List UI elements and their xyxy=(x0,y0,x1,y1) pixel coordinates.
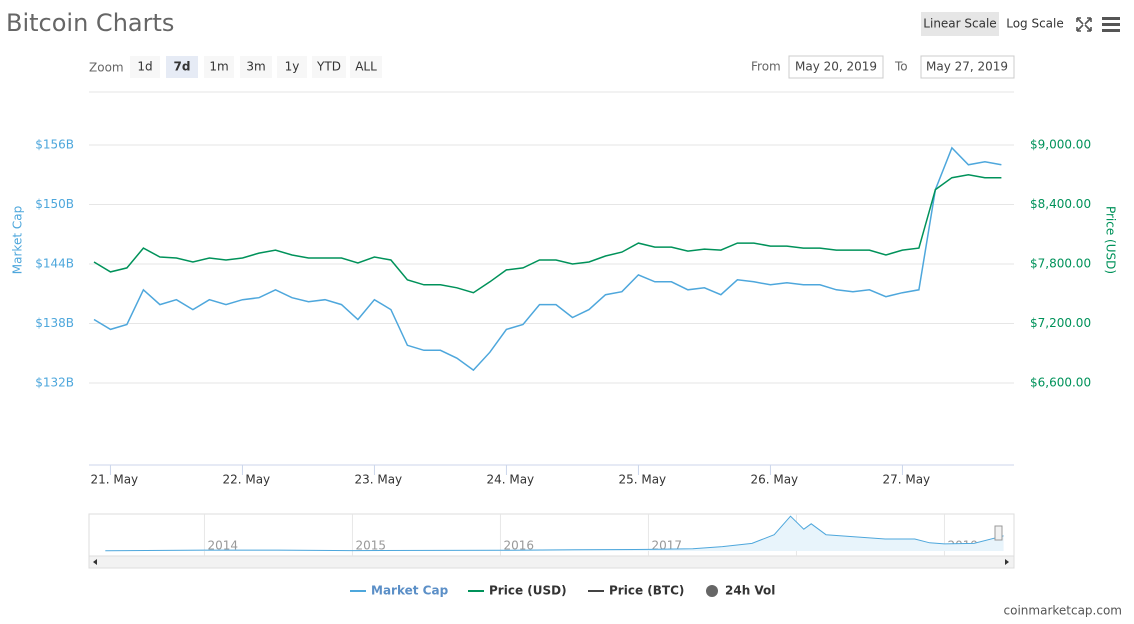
y-axis-title: Market Cap xyxy=(11,206,25,274)
navigator-tick-label: 2015 xyxy=(355,539,386,553)
y-tick-label: $138B xyxy=(35,316,74,330)
menu-icon[interactable] xyxy=(1102,17,1120,32)
to-label: To xyxy=(894,60,908,74)
zoom-button-label: 7d xyxy=(174,60,191,74)
zoom-button[interactable] xyxy=(166,56,198,78)
navigator-tick-label: 2014 xyxy=(207,539,238,553)
to-input[interactable] xyxy=(920,55,1015,79)
from-input[interactable] xyxy=(788,55,884,79)
zoom-button-label: 1m xyxy=(209,60,228,74)
x-tick-label: 27. May xyxy=(882,473,930,487)
series-line xyxy=(93,173,1002,294)
x-tick-label: 26. May xyxy=(750,473,798,487)
legend-label[interactable]: Price (USD) xyxy=(489,584,567,598)
zoom-button[interactable] xyxy=(312,56,346,78)
y-tick-label: $150B xyxy=(35,197,74,211)
navigator-line xyxy=(105,515,1004,552)
y-tick-label: $132B xyxy=(35,375,74,389)
zoom-button[interactable] xyxy=(350,56,382,78)
zoom-button-label: ALL xyxy=(355,60,377,74)
zoom-button[interactable] xyxy=(277,56,307,78)
y2-tick-label: $7,800.00 xyxy=(1030,256,1091,270)
to-value: May 27, 2019 xyxy=(926,60,1008,74)
zoom-button-label: 3m xyxy=(246,60,265,74)
zoom-button-label: 1d xyxy=(137,60,152,74)
zoom-button[interactable] xyxy=(204,56,234,78)
series-line xyxy=(93,146,1002,372)
y2-axis-title: Price (USD) xyxy=(1104,206,1118,274)
y2-tick-label: $9,000.00 xyxy=(1030,137,1091,151)
zoom-label: Zoom xyxy=(89,61,124,75)
zoom-button[interactable] xyxy=(240,56,272,78)
x-tick-label: 24. May xyxy=(486,473,534,487)
navigator-handle[interactable] xyxy=(994,525,1003,541)
linear-scale-button[interactable] xyxy=(921,12,999,36)
log-scale-button[interactable]: Log Scale xyxy=(1006,17,1064,31)
y2-tick-label: $7,200.00 xyxy=(1030,316,1091,330)
y2-tick-label: $8,400.00 xyxy=(1030,197,1091,211)
x-tick-label: 22. May xyxy=(222,473,270,487)
linear-scale-label: Linear Scale xyxy=(923,17,996,31)
y2-tick-label: $6,600.00 xyxy=(1030,375,1091,389)
navigator-tick-label: 2016 xyxy=(503,539,534,553)
from-value: May 20, 2019 xyxy=(795,60,877,74)
zoom-button[interactable] xyxy=(130,56,160,78)
x-tick-label: 23. May xyxy=(354,473,402,487)
y-tick-label: $144B xyxy=(35,256,74,270)
from-label: From xyxy=(751,60,781,74)
legend-label[interactable]: 24h Vol xyxy=(725,584,775,598)
navigator-scrollbar[interactable] xyxy=(88,555,1015,569)
legend-label[interactable]: Price (BTC) xyxy=(609,584,684,598)
x-tick-label: 25. May xyxy=(618,473,666,487)
y-tick-label: $156B xyxy=(35,137,74,151)
navigator-area xyxy=(105,516,1004,551)
x-tick-label: 21. May xyxy=(90,473,138,487)
legend-swatch xyxy=(706,585,718,597)
legend-label[interactable]: Market Cap xyxy=(371,584,449,598)
page-title: Bitcoin Charts xyxy=(6,9,174,37)
fullscreen-icon[interactable] xyxy=(1076,17,1092,32)
watermark: coinmarketcap.com xyxy=(1004,604,1122,618)
zoom-button-label: YTD xyxy=(316,60,341,74)
zoom-button-label: 1y xyxy=(285,60,300,74)
